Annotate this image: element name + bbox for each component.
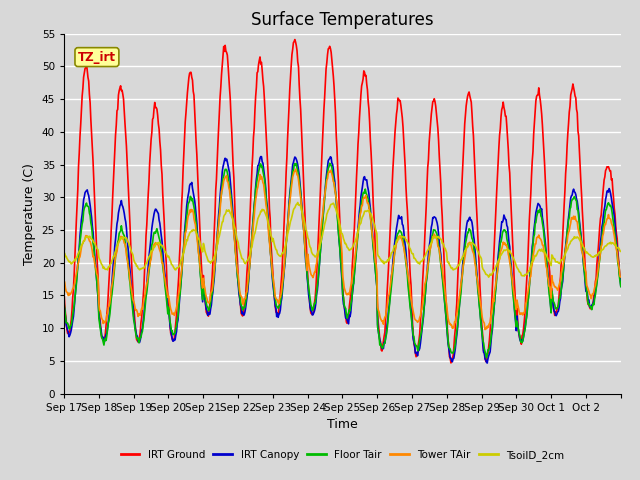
- IRT Ground: [432, 103, 440, 109]
- Tower TAir: [276, 294, 284, 300]
- IRT Canopy: [617, 283, 625, 289]
- TsoilD_2cm: [125, 242, 133, 248]
- Line: Floor Tair: Floor Tair: [64, 163, 621, 358]
- Floor Tair: [228, 204, 236, 209]
- Tower TAir: [60, 278, 68, 284]
- Floor Tair: [60, 299, 68, 305]
- IRT Canopy: [228, 194, 236, 200]
- IRT Canopy: [401, 237, 408, 242]
- TsoilD_2cm: [432, 234, 440, 240]
- TsoilD_2cm: [294, 200, 301, 205]
- Floor Tair: [276, 300, 284, 306]
- IRT Ground: [255, 58, 263, 63]
- Floor Tair: [326, 160, 333, 166]
- Line: IRT Ground: IRT Ground: [64, 39, 621, 363]
- Line: Tower TAir: Tower TAir: [64, 169, 621, 330]
- Floor Tair: [483, 355, 490, 360]
- IRT Ground: [447, 360, 455, 366]
- IRT Canopy: [277, 299, 285, 305]
- IRT Canopy: [257, 154, 264, 159]
- Floor Tair: [125, 276, 133, 281]
- Tower TAir: [255, 177, 263, 182]
- Tower TAir: [617, 274, 625, 280]
- IRT Ground: [60, 288, 68, 294]
- IRT Ground: [401, 151, 408, 156]
- Floor Tair: [255, 166, 263, 171]
- IRT Canopy: [60, 303, 68, 309]
- TsoilD_2cm: [617, 249, 625, 254]
- Tower TAir: [401, 250, 408, 255]
- Tower TAir: [432, 234, 440, 240]
- Legend: IRT Ground, IRT Canopy, Floor Tair, Tower TAir, TsoilD_2cm: IRT Ground, IRT Canopy, Floor Tair, Towe…: [116, 445, 568, 465]
- IRT Canopy: [432, 215, 440, 221]
- Line: TsoilD_2cm: TsoilD_2cm: [64, 203, 621, 277]
- Tower TAir: [481, 327, 489, 333]
- TsoilD_2cm: [485, 274, 493, 280]
- IRT Ground: [125, 208, 133, 214]
- Text: TZ_irt: TZ_irt: [78, 50, 116, 63]
- Floor Tair: [401, 246, 408, 252]
- Tower TAir: [292, 167, 300, 172]
- Floor Tair: [432, 228, 440, 234]
- Floor Tair: [617, 284, 625, 289]
- TsoilD_2cm: [60, 250, 68, 256]
- X-axis label: Time: Time: [327, 418, 358, 431]
- Y-axis label: Temperature (C): Temperature (C): [23, 163, 36, 264]
- Tower TAir: [125, 270, 133, 276]
- TsoilD_2cm: [276, 253, 284, 259]
- Line: IRT Canopy: IRT Canopy: [64, 156, 621, 363]
- IRT Ground: [276, 291, 284, 297]
- IRT Ground: [228, 127, 236, 133]
- TsoilD_2cm: [401, 234, 408, 240]
- Title: Surface Temperatures: Surface Temperatures: [251, 11, 434, 29]
- IRT Ground: [291, 36, 299, 42]
- IRT Ground: [617, 279, 625, 285]
- TsoilD_2cm: [228, 214, 236, 220]
- IRT Canopy: [483, 360, 491, 366]
- Tower TAir: [228, 207, 236, 213]
- IRT Canopy: [255, 159, 263, 165]
- TsoilD_2cm: [255, 213, 263, 218]
- IRT Canopy: [125, 261, 133, 266]
